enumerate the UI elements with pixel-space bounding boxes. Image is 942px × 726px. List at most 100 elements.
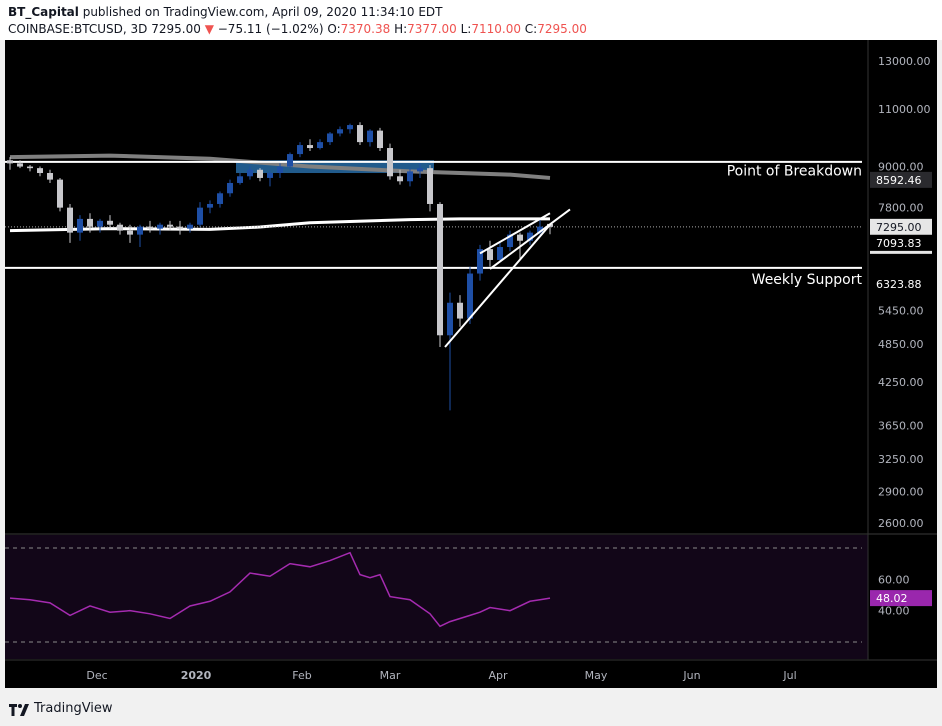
price-tick: 2600.00 (878, 517, 924, 530)
candle-body (397, 176, 403, 182)
price-tick: 13000.00 (878, 55, 931, 68)
time-label: 2020 (181, 669, 212, 682)
candle-body (477, 249, 483, 274)
candle-body (467, 273, 473, 319)
candle-body (77, 218, 83, 233)
candle-body (297, 145, 303, 155)
candle-body (277, 166, 283, 174)
open-label: O: (327, 22, 341, 36)
last-price: 7295.00 (151, 22, 201, 36)
price-change: −75.11 (−1.02%) (217, 22, 324, 36)
candle-body (167, 224, 173, 227)
time-label: Jul (782, 669, 796, 682)
candle-body (487, 249, 493, 260)
candle-body (407, 171, 413, 182)
wedge-line (489, 208, 571, 270)
candle-body (367, 130, 373, 143)
price-tick: 3650.00 (878, 420, 924, 433)
candle-body (417, 168, 423, 172)
time-label: Apr (488, 669, 508, 682)
candle-body (37, 168, 43, 174)
candle-body (257, 169, 263, 178)
candle-body (107, 220, 113, 225)
price-tick: 9000.00 (878, 161, 924, 174)
candle-body (537, 226, 543, 233)
time-label: Jun (682, 669, 700, 682)
price-tick: 4250.00 (878, 376, 924, 389)
candle-body (527, 232, 533, 241)
high-label: H: (394, 22, 408, 36)
ma-short-line (9, 217, 550, 233)
rsi-tick: 40.00 (878, 605, 910, 618)
candle-body (387, 148, 393, 177)
close-label: C: (524, 22, 538, 36)
ma-long-line (9, 153, 551, 180)
tradingview-brand[interactable]: TradingView (34, 701, 113, 716)
candle-body (517, 234, 523, 241)
candle-body (67, 207, 73, 233)
candle-body (447, 302, 453, 336)
rsi-value-badge-bg (870, 590, 932, 607)
rsi-value-badge: 48.02 (876, 592, 908, 605)
breakdown-level-badge: 8592.46 (876, 174, 922, 187)
price-tick: 3250.00 (878, 453, 924, 466)
price-tick: 11000.00 (878, 103, 931, 116)
down-arrow-icon: ▼ (204, 22, 214, 36)
last-price-badge-bg (870, 218, 932, 235)
candle-body (7, 160, 13, 164)
candle-body (317, 142, 323, 149)
symbol[interactable]: COINBASE:BTCUSD, 3D (8, 22, 148, 36)
candle-body (207, 203, 213, 208)
ma-value-badge: 7093.83 (876, 237, 922, 250)
candle-body (17, 163, 23, 167)
candle-body (217, 193, 223, 204)
candle-body (347, 125, 353, 130)
candle-body (497, 247, 503, 260)
time-label: Dec (86, 669, 107, 682)
author-name[interactable]: BT_Capital (8, 5, 79, 19)
candle-body (87, 218, 93, 227)
candle-body (177, 226, 183, 229)
candle-body (97, 220, 103, 227)
chart-header: BT_Capital published on TradingView.com,… (0, 0, 942, 40)
candle-body (507, 234, 513, 248)
price-tick: 5450.00 (878, 305, 924, 318)
open-value: 7370.38 (340, 22, 391, 36)
candle-body (427, 168, 433, 204)
breakdown-annotation: Point of Breakdown (727, 164, 862, 180)
time-label: May (585, 669, 608, 682)
candle-body (337, 129, 343, 134)
breakdown-level-badge-bg (870, 171, 932, 188)
candle-body (147, 226, 153, 229)
ma-value-badge-bg (870, 234, 932, 251)
candle-body (47, 173, 53, 180)
rsi-pane (5, 535, 868, 659)
candle-body (157, 224, 163, 229)
wedge-line (444, 224, 551, 348)
tradingview-logo-icon[interactable] (8, 701, 30, 717)
candle-body (127, 230, 133, 235)
candle-body (357, 125, 363, 143)
candle-body (287, 154, 293, 167)
support-level-badge: 6323.88 (876, 278, 922, 291)
close-value: 7295.00 (537, 22, 587, 36)
candle-body (27, 166, 33, 169)
publish-line: BT_Capital published on TradingView.com,… (8, 5, 442, 19)
ohlc-line: COINBASE:BTCUSD, 3D 7295.00 ▼ −75.11 (−1… (8, 22, 587, 36)
candle-body (307, 145, 313, 149)
candle-body (227, 182, 233, 194)
footer: TradingView (0, 692, 942, 726)
candle-body (137, 226, 143, 235)
candle-body (437, 203, 443, 336)
chart-canvas[interactable]: 13000.00 11000.00 9000.00 7800.00 5450.00 485… (0, 0, 942, 692)
wedge-line (479, 212, 551, 255)
price-tick: 4850.00 (878, 338, 924, 351)
candle-body (117, 224, 123, 231)
rsi-tick: 60.00 (878, 573, 910, 586)
candle-body (187, 224, 193, 229)
price-tick: 2900.00 (878, 486, 924, 499)
low-label: L: (460, 22, 472, 36)
candle-body (57, 179, 63, 208)
time-label: Feb (292, 669, 311, 682)
candle-body (247, 169, 253, 177)
